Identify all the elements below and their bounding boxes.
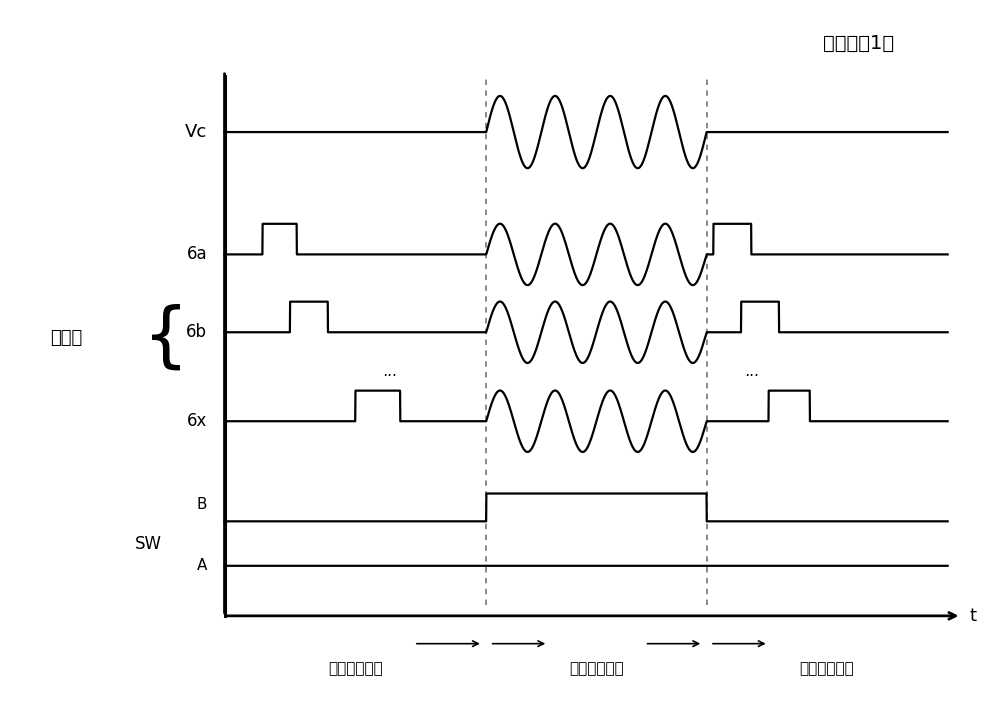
Text: 6b: 6b [186,323,207,341]
Text: 6x: 6x [187,412,207,430]
Text: （实施例1）: （实施例1） [823,33,894,52]
Text: B: B [197,497,207,512]
Text: 位置检测期间: 位置检测期间 [569,661,624,676]
Text: Vc: Vc [185,123,207,141]
Text: A: A [197,558,207,574]
Text: t: t [970,607,977,625]
Text: 显示驱动期间: 显示驱动期间 [800,661,854,676]
Text: SW: SW [135,535,162,552]
Text: 扫描线: 扫描线 [50,329,82,347]
Text: ···: ··· [744,369,759,384]
Text: 6a: 6a [187,245,207,264]
Text: 显示驱动期间: 显示驱动期间 [328,661,383,676]
Text: ···: ··· [383,369,397,384]
Text: {: { [143,303,189,372]
